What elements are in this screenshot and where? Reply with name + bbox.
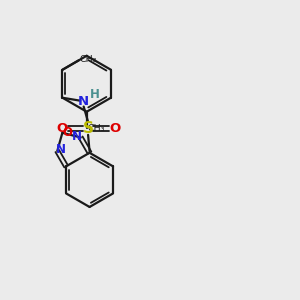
Text: S: S [82, 121, 94, 136]
Text: N: N [72, 130, 82, 142]
Text: O: O [57, 122, 68, 135]
Text: H: H [90, 88, 100, 101]
Text: O: O [63, 126, 73, 139]
Text: N: N [56, 143, 66, 156]
Text: N: N [78, 95, 89, 108]
Text: CH₃: CH₃ [88, 124, 105, 133]
Text: O: O [109, 122, 120, 135]
Text: CH₃: CH₃ [80, 55, 97, 64]
